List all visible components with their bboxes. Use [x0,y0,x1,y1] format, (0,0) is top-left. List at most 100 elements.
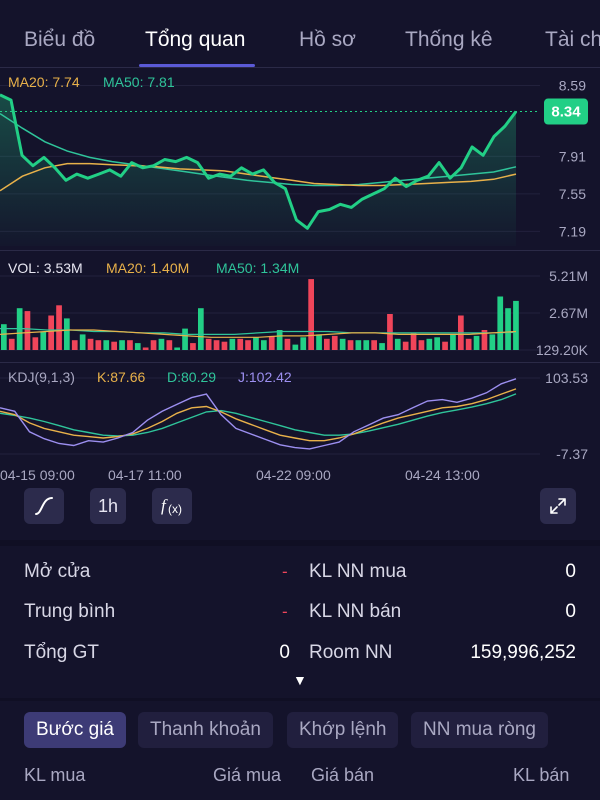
volume-bar [56,305,62,350]
volume-ma50-line [0,327,517,336]
volume-bar [237,338,244,350]
average-price-label: Trung bình [24,601,116,622]
volume-bar [394,338,401,350]
volume-bar [24,311,31,350]
total-value-label: Tổng GT [24,642,99,663]
volume-bar [324,338,330,350]
volume-tick-label: 2.67M [549,305,588,321]
chart-toolbar: 1h f (x) [0,488,600,528]
volume-indicator-label: VOL: 3.53M [8,260,83,276]
volume-bar [481,330,488,350]
open-price-value: - [282,562,288,581]
subtab-matched-orders[interactable]: Khớp lệnh [287,712,399,748]
total-value: 0 [279,642,290,663]
price-tick-label: 7.91 [559,148,586,164]
volume-bar [316,334,322,350]
kdj-d-label: D:80.29 [167,369,216,385]
average-price-value: - [282,602,288,621]
time-tick: 04-17 11:00 [108,467,182,483]
kdj-axis: 103.53 -7.37 [545,370,588,462]
volume-bar [221,341,228,350]
volume-bar [442,341,448,350]
tab-statistics[interactable]: Thống kê [405,28,493,51]
volume-bar [150,340,157,350]
function-fx-icon: f (x) [161,496,182,516]
active-tab-indicator [139,64,255,67]
kdj-j-label: J:102.42 [238,369,292,385]
ma20-indicator-label: MA20: 7.74 [8,74,80,90]
svg-text:(x): (x) [168,502,182,516]
bid-price-header: Giá mua [213,765,282,785]
time-tick: 04-15 09:00 [0,467,75,483]
volume-bar [292,344,299,350]
tab-profile[interactable]: Hồ sơ [299,28,356,51]
price-area-fill [0,94,516,246]
volume-bar [190,343,196,350]
volume-bar [213,340,220,350]
subtab-liquidity[interactable]: Thanh khoản [138,712,273,748]
volume-bar [103,340,110,350]
volume-bar [229,338,236,350]
kdj-k-label: K:87.66 [97,369,145,385]
tab-finance[interactable]: Tài ch [545,28,600,51]
volume-bar [142,347,149,350]
ma50-line [0,112,517,187]
kdj-title: KDJ(9,1,3) [8,369,75,385]
volume-bar [79,334,86,350]
ma20-line [0,162,517,192]
kdj-grid [0,377,540,455]
volume-bar [276,330,283,350]
subtab-foreign-net-buy[interactable]: NN mua ròng [411,712,548,748]
volume-bar [253,337,259,350]
subtab-price-steps[interactable]: Bước giá [24,712,126,748]
interval-button[interactable]: 1h [90,488,126,524]
volume-bar [497,296,504,350]
price-tick-label: 8.59 [559,77,586,93]
volume-bar [418,340,425,350]
kdj-j-line [0,378,517,450]
volume-bar [284,338,291,350]
volume-bar [71,340,78,350]
tab-chart[interactable]: Biểu đồ [24,28,96,51]
ma50-indicator-label: MA50: 7.81 [103,74,175,90]
volume-bar [355,340,362,350]
volume-bar [300,337,307,350]
volume-bars [1,279,519,350]
last-price-tag [544,98,588,125]
volume-bar [127,340,133,350]
volume-bar [198,308,204,350]
volume-bar [158,338,165,350]
volume-bar [32,337,39,350]
indicator-button[interactable]: f (x) [152,488,192,524]
expand-stats-chevron-icon[interactable]: ▼ [293,672,307,688]
volume-ma20-label: MA20: 1.40M [106,260,189,276]
volume-chart[interactable]: VOL: 3.53M MA20: 1.40M MA50: 1.34M 5.21M… [0,250,600,362]
volume-bar [182,328,188,350]
foreign-room-label: Room NN [309,642,393,663]
bid-volume-header: KL mua [24,765,86,785]
orderbook-tabs: Bước giá Thanh khoản Khớp lệnh NN mua rò… [0,712,600,750]
volume-bar [1,324,7,350]
price-chart[interactable]: MA20: 7.74 MA50: 7.81 8.59 7.91 7.55 7.19 8… [0,68,600,250]
tab-overview[interactable]: Tổng quan [145,28,246,51]
volume-bar [434,337,440,350]
kdj-chart[interactable]: KDJ(9,1,3) K:87.66 D:80.29 J:102.42 103.… [0,362,600,486]
foreign-buy-label: KL NN mua [309,561,407,582]
volume-bar [402,341,409,350]
volume-tick-label: 5.21M [549,268,588,284]
kdj-d-line [0,393,517,437]
fullscreen-button[interactable] [540,488,576,524]
volume-bar [371,340,377,350]
kdj-tick-label: -7.37 [556,446,588,462]
foreign-room-value: 159,996,252 [470,642,576,663]
chart-type-button[interactable] [24,488,64,524]
volume-bar [426,338,433,350]
volume-bar [387,314,393,350]
kdj-tick-label: 103.53 [545,370,588,386]
time-tick: 04-22 09:00 [256,467,331,483]
section-gap [0,540,600,546]
volume-bar [64,318,70,350]
volume-bar [48,315,54,350]
price-line [0,93,518,230]
